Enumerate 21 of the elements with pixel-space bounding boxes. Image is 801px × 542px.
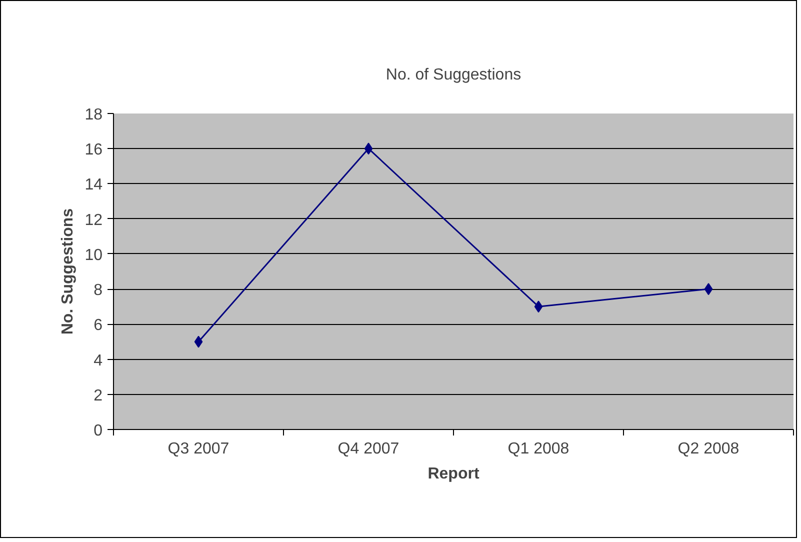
y-tick-label: 2 bbox=[94, 387, 103, 404]
y-tick-label: 10 bbox=[84, 246, 103, 264]
x-tick-label: Q4 2007 bbox=[338, 440, 400, 458]
point bbox=[534, 300, 543, 313]
point bbox=[364, 142, 373, 155]
x-tick-label: Q2 2008 bbox=[678, 440, 740, 458]
chart-title: No. of Suggestions bbox=[386, 66, 522, 84]
y-tick-label: 18 bbox=[84, 106, 103, 124]
y-tick-label: 12 bbox=[84, 212, 103, 229]
x-tick-label: Q1 2008 bbox=[508, 440, 570, 458]
y-tick-label: 0 bbox=[94, 422, 103, 440]
x-tick-label: Q3 2007 bbox=[168, 440, 230, 458]
x-axis-title: Report bbox=[428, 466, 480, 482]
y-tick-label: 14 bbox=[84, 176, 103, 194]
y-tick-label: 8 bbox=[94, 282, 103, 300]
point bbox=[194, 336, 203, 348]
y-tick-label: 16 bbox=[84, 142, 103, 159]
y-axis-title: No. Suggestions bbox=[60, 208, 77, 335]
y-tick-label: 6 bbox=[94, 317, 103, 334]
point bbox=[704, 283, 713, 296]
y-tick-label: 4 bbox=[94, 352, 103, 370]
